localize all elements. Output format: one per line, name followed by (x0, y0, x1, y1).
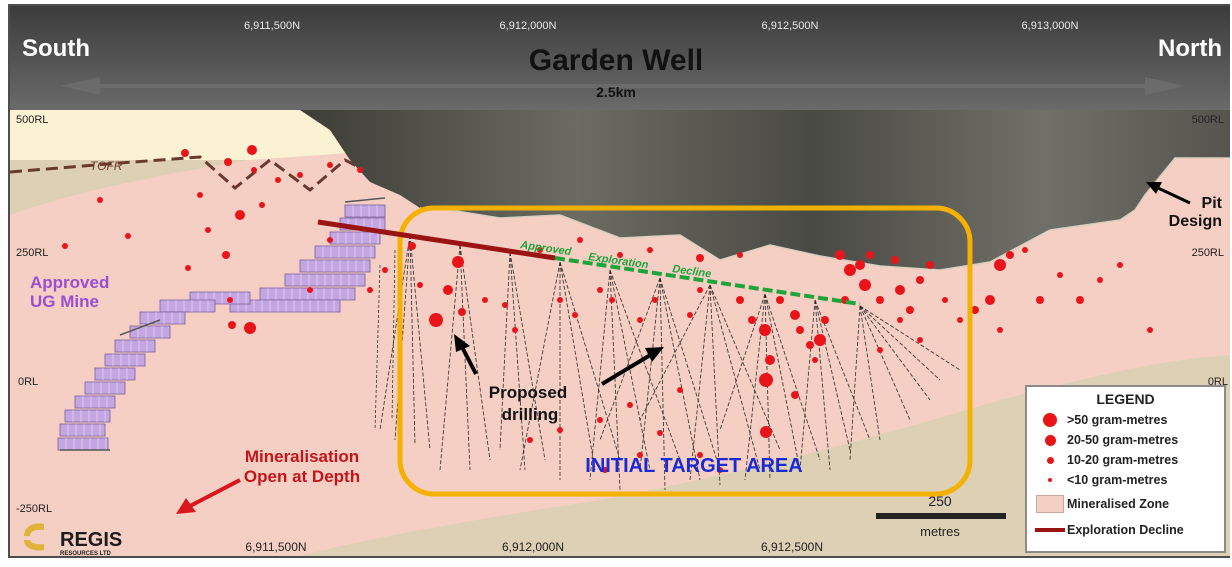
mineralisation-arrow (176, 478, 241, 514)
mineralisation-label-1: Mineralisation (245, 447, 359, 466)
northing-bottom-1: 6,911,500N (245, 540, 306, 554)
legend-item-tiny: <10 gram-metres (1033, 471, 1167, 489)
logo-sub: RESOURCES LTD (60, 551, 112, 557)
northing-top-3: 6,912,500N (762, 20, 819, 32)
ug-mine-label-1: Approved (30, 273, 109, 292)
legend-label: 10-20 gram-metres (1067, 453, 1179, 467)
northing-top-4: 6,913,000N (1022, 20, 1079, 32)
rl-left-0: 0RL (18, 376, 38, 388)
legend-label: 20-50 gram-metres (1067, 433, 1179, 447)
northing-top-1: 6,911,500N (244, 20, 300, 32)
legend-label: <10 gram-metres (1067, 473, 1168, 487)
legend-item-medium: 20-50 gram-metres (1033, 431, 1178, 449)
logo-name: REGIS (60, 529, 122, 551)
rl-left-250: 250RL (16, 247, 48, 259)
exploration-decline-green (554, 256, 861, 306)
decline-line-icon (1035, 528, 1065, 532)
pit-design-arrow (1146, 182, 1191, 205)
rl-right-500: 500RL (1192, 114, 1224, 126)
pit-design-label-2: Design (1169, 213, 1222, 230)
proposed-drilling-arrow-left (454, 334, 478, 375)
ug-mine-label-2: UG Mine (30, 292, 99, 311)
top-band (10, 6, 1230, 110)
mineralisation-label-2: Open at Depth (244, 467, 360, 486)
ug-mine-blocks (57, 197, 386, 451)
target-area-box (397, 205, 973, 497)
proposed-drilling-label-2: drilling (502, 405, 559, 424)
zone-swatch-icon (1036, 495, 1064, 513)
proposed-drilling-arrow-right (600, 347, 664, 386)
scale-value: 250 (928, 493, 952, 509)
tiny-dot-icon (1048, 478, 1052, 482)
distance-label: 2.5km (596, 84, 636, 100)
approved-decline-red (317, 219, 556, 261)
northing-bottom-2: 6,912,000N (502, 540, 564, 554)
pit-design (300, 110, 1230, 270)
proposed-drilling-label-1: Proposed (489, 383, 567, 402)
legend-title: LEGEND (1096, 391, 1155, 407)
regis-logo: REGIS RESOURCES LTD (24, 523, 122, 557)
rl-right-250: 250RL (1192, 247, 1224, 259)
legend: LEGEND >50 gram-metres 20-50 gram-metres… (1025, 385, 1226, 553)
north-label: North (1158, 35, 1222, 62)
drill-hits (62, 145, 1153, 473)
legend-label: Mineralised Zone (1067, 497, 1170, 511)
tofr-label: TOFR (90, 159, 123, 173)
legend-label: >50 gram-metres (1067, 413, 1168, 427)
rl-left-500: 500RL (16, 114, 48, 126)
rl-left-minus250: -250RL (16, 503, 52, 515)
legend-item-decline: Exploration Decline (1033, 521, 1184, 539)
title: Garden Well (529, 44, 704, 77)
scale-unit: metres (920, 524, 960, 539)
south-label: South (22, 35, 90, 62)
northing-bottom-3: 6,912,500N (761, 540, 823, 554)
target-area-label: INITIAL TARGET AREA (585, 455, 802, 477)
large-dot-icon (1043, 413, 1057, 427)
legend-item-large: >50 gram-metres (1033, 411, 1167, 429)
small-dot-icon (1046, 456, 1054, 464)
pit-design-label-1: Pit (1202, 195, 1223, 212)
medium-dot-icon (1044, 434, 1056, 446)
decline-label-decline: Decline (672, 263, 712, 280)
legend-item-small: 10-20 gram-metres (1033, 451, 1178, 469)
legend-item-zone: Mineralised Zone (1033, 495, 1169, 513)
northing-top-2: 6,912,000N (500, 20, 557, 32)
legend-label: Exploration Decline (1067, 523, 1184, 537)
